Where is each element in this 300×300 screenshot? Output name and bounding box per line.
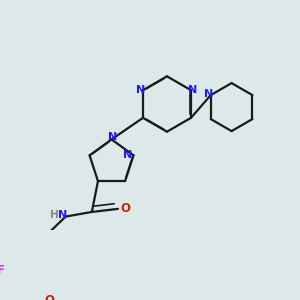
Text: N: N	[107, 132, 117, 142]
Text: O: O	[44, 294, 54, 300]
Text: N: N	[123, 150, 133, 161]
Text: H: H	[50, 210, 58, 220]
Text: F: F	[0, 264, 5, 277]
Text: N: N	[136, 85, 145, 94]
Text: N: N	[204, 88, 213, 98]
Text: O: O	[121, 202, 131, 215]
Text: N: N	[188, 85, 197, 95]
Text: N: N	[58, 210, 67, 220]
